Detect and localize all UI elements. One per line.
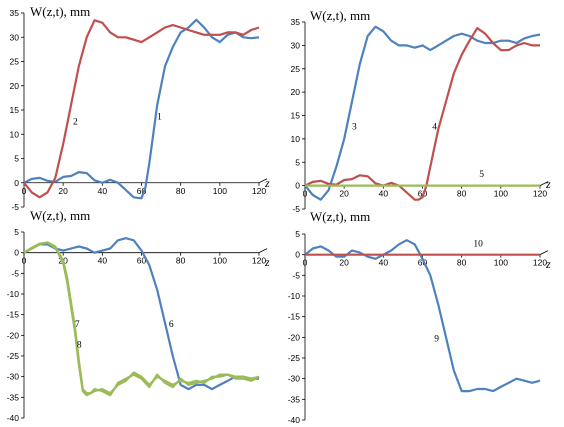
x-tick-label: 120 [252, 256, 266, 266]
y-tick-label: -35 [288, 394, 301, 404]
series-line-4 [304, 27, 540, 201]
x-axis-label: z [264, 255, 270, 269]
curve-label-7: 7 [75, 320, 80, 330]
y-tick-label: 15 [291, 111, 301, 121]
y-tick-label: -25 [288, 353, 301, 363]
x-axis-arrow [539, 250, 549, 256]
x-tick-label: 40 [98, 256, 108, 266]
y-tick-label: 0 [295, 181, 300, 191]
x-tick-label: 60 [137, 256, 147, 266]
x-tick-label: 40 [379, 189, 389, 199]
y-tick-label: -30 [7, 372, 20, 382]
y-axis-label: W(z,t), mm [310, 209, 370, 224]
x-axis-arrow [258, 248, 268, 254]
x-tick-label: 80 [176, 186, 186, 196]
x-tick-label: 40 [379, 258, 389, 268]
y-tick-label: -15 [288, 312, 301, 322]
x-axis-label: z [545, 257, 551, 271]
y-tick-label: -5 [292, 270, 300, 280]
curve-label-2: 2 [73, 118, 78, 128]
x-tick-label: 100 [494, 189, 508, 199]
series-line-9 [304, 239, 541, 393]
x-tick-label: 20 [339, 258, 349, 268]
x-tick-label: 0 [303, 258, 308, 268]
x-tick-label: 100 [213, 186, 227, 196]
curve-label-9: 9 [434, 334, 439, 344]
x-tick-label: 120 [533, 189, 547, 199]
x-axis-label: z [264, 176, 270, 190]
y-axis-label: W(z,t), mm [30, 208, 90, 223]
series-line-8 [23, 241, 260, 397]
y-tick-label: 10 [10, 129, 20, 139]
x-axis-arrow [539, 181, 549, 186]
x-tick-label: 60 [137, 186, 147, 196]
curve-label-6: 6 [169, 320, 174, 330]
y-tick-label: 20 [10, 81, 20, 91]
curve-label-10: 10 [473, 239, 483, 249]
y-tick-label: -20 [7, 330, 20, 340]
x-tick-label: 120 [252, 186, 266, 196]
y-axis-label: W(z,t), mm [310, 8, 370, 23]
y-tick-label: -40 [288, 415, 301, 425]
y-tick-label: -10 [7, 289, 20, 299]
x-tick-label: 100 [494, 258, 508, 268]
series-line-3 [304, 25, 541, 201]
y-tick-label: -25 [7, 351, 20, 361]
y-tick-label: -15 [7, 310, 20, 320]
y-tick-label: -40 [7, 413, 20, 423]
y-tick-label: -30 [288, 374, 301, 384]
x-tick-label: 80 [176, 256, 186, 266]
y-tick-label: -5 [292, 204, 300, 214]
x-tick-label: 20 [58, 186, 68, 196]
x-tick-label: 0 [22, 186, 27, 196]
x-tick-label: 20 [339, 189, 349, 199]
y-axis-label: W(z,t), mm [30, 4, 90, 19]
y-tick-label: -35 [7, 392, 20, 402]
y-tick-label: 5 [14, 154, 19, 164]
x-axis-arrow [258, 178, 268, 184]
y-tick-label: 35 [10, 8, 20, 18]
x-tick-label: 0 [22, 256, 27, 266]
x-tick-label: 60 [418, 258, 428, 268]
x-tick-label: 40 [98, 186, 108, 196]
curve-label-1: 1 [157, 113, 162, 123]
curve-label-8: 8 [77, 341, 82, 351]
curve-label-4: 4 [432, 123, 437, 133]
y-tick-label: 30 [10, 32, 20, 42]
y-tick-label: 25 [10, 57, 20, 67]
y-tick-label: 35 [291, 17, 301, 27]
y-tick-label: 5 [295, 229, 300, 239]
x-tick-label: 80 [457, 189, 467, 199]
x-tick-label: 80 [457, 258, 467, 268]
y-tick-label: 0 [295, 250, 300, 260]
y-tick-label: 30 [291, 40, 301, 50]
x-tick-label: 100 [213, 256, 227, 266]
y-tick-label: 15 [10, 105, 20, 115]
y-tick-label: 0 [14, 178, 19, 188]
y-tick-label: -10 [288, 291, 301, 301]
series-line-1 [23, 18, 260, 200]
y-tick-label: -20 [288, 332, 301, 342]
y-tick-label: 10 [291, 134, 301, 144]
y-tick-label: 5 [14, 227, 19, 237]
curve-label-5: 5 [479, 170, 484, 180]
y-tick-label: -5 [11, 268, 19, 278]
y-tick-label: 5 [295, 157, 300, 167]
y-tick-label: 0 [14, 248, 19, 258]
x-tick-label: 120 [533, 258, 547, 268]
series-line-2 [23, 19, 260, 199]
x-tick-label: 0 [303, 189, 308, 199]
curve-label-3: 3 [352, 123, 357, 133]
y-tick-label: 20 [291, 87, 301, 97]
y-tick-label: 25 [291, 64, 301, 74]
x-axis-label: z [545, 177, 551, 191]
series-line-6 [23, 237, 259, 391]
y-tick-label: -5 [11, 202, 19, 212]
